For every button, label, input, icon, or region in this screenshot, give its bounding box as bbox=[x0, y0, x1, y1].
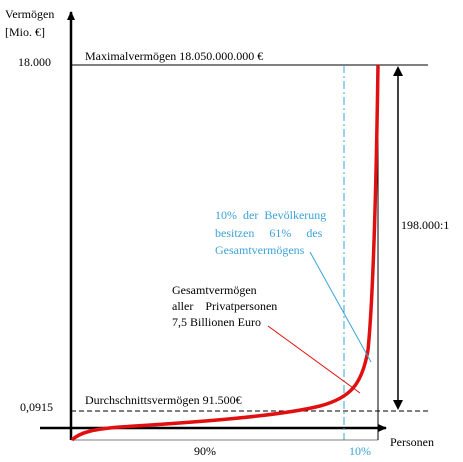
pointer-red bbox=[267, 325, 361, 394]
y-label: Vermögen bbox=[5, 7, 54, 21]
bottom-tick: 0,0915 bbox=[20, 400, 53, 414]
max-label: Maximalvermögen 18.050.000.000 € bbox=[85, 49, 263, 63]
note-total: Gesamtvermögen bbox=[172, 283, 257, 297]
distribution-curve bbox=[70, 64, 380, 442]
note-total: aller Privatpersonen bbox=[172, 299, 277, 313]
x-label: Personen bbox=[390, 435, 434, 449]
left-share: 90% bbox=[194, 444, 216, 458]
pointer-blue bbox=[309, 251, 372, 363]
note-blue: Gesamtvermögens bbox=[215, 243, 305, 257]
note-total: 7,5 Billionen Euro bbox=[172, 315, 261, 329]
note-blue: besitzen 61% des bbox=[215, 226, 323, 240]
average-label: Durchschnittsvermögen 91.500€ bbox=[85, 393, 242, 407]
ratio-label: 198.000:1 bbox=[401, 218, 449, 232]
right-share: 10% bbox=[349, 444, 371, 458]
y-label: [Mio. €] bbox=[5, 25, 45, 39]
note-blue: 10% der Bevölkerung bbox=[215, 208, 326, 222]
top-tick: 18.000 bbox=[18, 55, 51, 69]
